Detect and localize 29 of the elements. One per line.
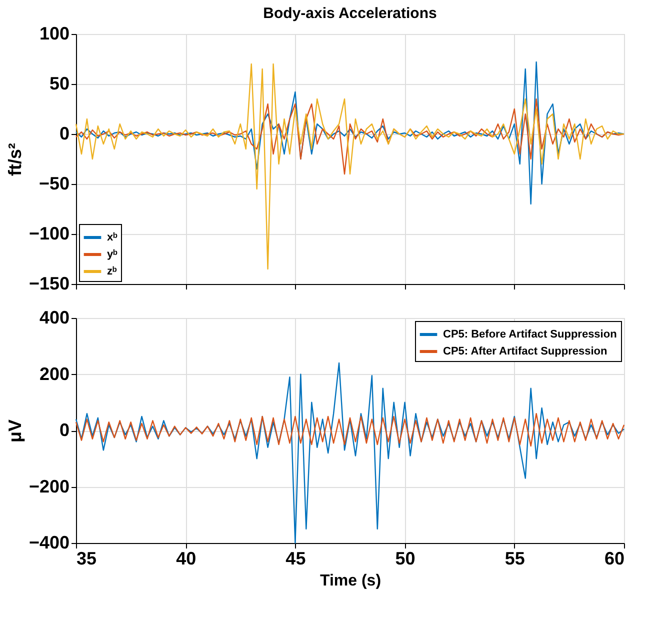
y-tick-label: −400 <box>28 532 70 552</box>
y-tick-label: −200 <box>28 476 70 496</box>
x-tick-label: 50 <box>395 548 416 568</box>
x-tick-label: 40 <box>176 548 196 568</box>
y-tick-label: −150 <box>28 274 70 294</box>
line-series <box>75 98 625 175</box>
legend-label: zᵇ <box>107 266 118 278</box>
legend-label: yᵇ <box>107 248 118 260</box>
legend-label: xᵇ <box>107 232 118 244</box>
y-tick-label: 100 <box>39 24 70 44</box>
x-tick-label: 55 <box>504 548 525 568</box>
chart-title: Body-axis Accelerations <box>263 5 437 22</box>
y-tick-label: −50 <box>38 174 70 194</box>
y-axis-title: μV <box>4 419 25 443</box>
x-axis-title: Time (s) <box>320 572 382 590</box>
line-series <box>75 61 625 205</box>
y-tick-label: −100 <box>28 224 70 244</box>
y-axis-title: ft/s² <box>4 143 25 176</box>
legend-label: CP5: Before Artifact Suppression <box>443 328 618 340</box>
line-series <box>75 413 625 447</box>
y-tick-label: 50 <box>49 74 70 94</box>
x-tick-label: 35 <box>76 548 97 568</box>
y-tick-label: 0 <box>59 124 70 144</box>
x-tick-label: 60 <box>604 548 624 568</box>
x-tick-label: 45 <box>286 548 306 568</box>
legend-label: CP5: After Artifact Suppression <box>443 346 608 358</box>
y-tick-label: 200 <box>39 364 70 384</box>
y-tick-label: 400 <box>39 308 70 328</box>
y-tick-label: 0 <box>59 420 70 440</box>
